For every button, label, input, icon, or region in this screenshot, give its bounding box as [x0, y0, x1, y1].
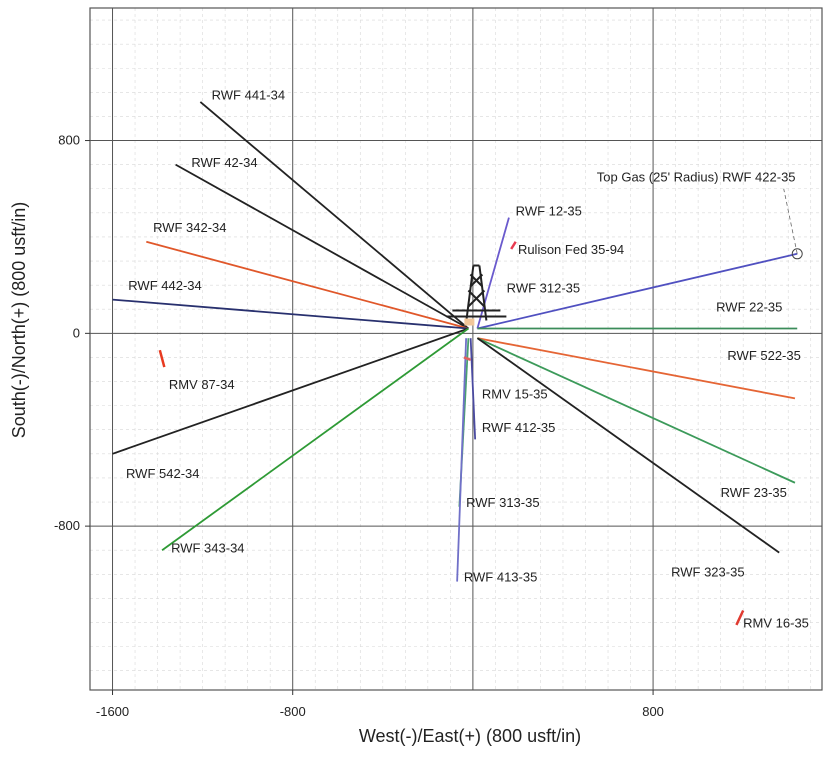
- well-label-rwf-412-35: RWF 412-35: [482, 420, 555, 435]
- well-label-rwf-522-35: RWF 522-35: [727, 348, 800, 363]
- offset-label-rmv-15-35: RMV 15-35: [482, 386, 548, 401]
- offset-label-rulison-fed-35-94: Rulison Fed 35-94: [518, 242, 624, 257]
- well-label-rwf-413-35: RWF 413-35: [464, 570, 537, 585]
- x-tick-label: 800: [642, 704, 664, 719]
- rig-strut: [469, 273, 484, 288]
- well-label-rwf-342-34: RWF 342-34: [153, 220, 226, 235]
- offset-well-rulison-fed-35-94: [510, 241, 517, 250]
- well-label-rwf-23-35: RWF 23-35: [721, 485, 787, 500]
- offset-label-rmv-16-35: RMV 16-35: [743, 615, 809, 630]
- well-path-rwf-323-35: [476, 337, 780, 554]
- plot-frame: [89, 7, 823, 691]
- x-tick-label: -800: [280, 704, 306, 719]
- well-label-rwf-542-34: RWF 542-34: [126, 466, 199, 481]
- rig-icon: [446, 264, 507, 326]
- well-label-rwf-343-34: RWF 343-34: [171, 541, 244, 556]
- tick-layer: -1600 -800 800 800 0 -800: [54, 133, 664, 719]
- well-path-rwf-23-35: [477, 337, 796, 484]
- well-path-rwf-343-34: [161, 327, 469, 551]
- y-tick-label: -800: [54, 518, 80, 533]
- well-path-rwf-42-34: [175, 163, 469, 330]
- offset-well-rmv-16-35: [735, 609, 745, 626]
- well-label-rwf-12-35: RWF 12-35: [516, 203, 582, 218]
- well-path-rwf-441-34: [199, 101, 469, 330]
- y-tick-label: 800: [58, 133, 80, 148]
- well-label-rwf-42-34: RWF 42-34: [191, 155, 257, 170]
- rig-strut: [467, 289, 486, 308]
- well-label-top-gas-25-radius-rwf-422-35: Top Gas (25' Radius) RWF 422-35: [597, 170, 796, 185]
- grid-layer: [89, 8, 822, 690]
- well-label-rwf-22-35: RWF 22-35: [716, 300, 782, 315]
- well-label-rwf-323-35: RWF 323-35: [671, 565, 744, 580]
- x-axis-title: West(-)/East(+) (800 usft/in): [359, 726, 581, 746]
- offset-wells-layer: [158, 241, 745, 626]
- well-path-rwf-342-34: [146, 240, 469, 330]
- y-axis-title: South(-)/North(+) (800 usft/in): [9, 202, 29, 439]
- pad-marker: [464, 318, 475, 326]
- well-path-rwf-542-34: [112, 327, 469, 455]
- x-tick-label: -1600: [96, 704, 129, 719]
- target-circle: [791, 248, 803, 260]
- series-layer: [112, 101, 803, 582]
- well-label-rwf-441-34: RWF 441-34: [212, 88, 285, 103]
- well-path-rwf-522-35: [477, 337, 796, 400]
- annotation-rwf-312-35: RWF 312-35: [507, 280, 580, 295]
- offset-well-rmv-15-35: [463, 356, 472, 362]
- well-path-rwf-412-35: [469, 338, 477, 440]
- well-label-rwf-442-34: RWF 442-34: [128, 278, 201, 293]
- y-tick-label: 0: [73, 325, 80, 340]
- offset-well-rmv-87-34: [158, 349, 166, 368]
- well-label-rwf-313-35: RWF 313-35: [466, 495, 539, 510]
- well-path-top-gas-25-radius-rwf-422-35: [477, 252, 798, 330]
- label-layer: RWF 441-34 RWF 42-34 RWF 342-34 RWF 442-34 R…: [126, 88, 809, 631]
- well-path-rwf-413-35: [456, 338, 468, 582]
- well-path-rwf-442-34: [112, 298, 469, 330]
- offset-label-rmv-87-34: RMV 87-34: [169, 377, 235, 392]
